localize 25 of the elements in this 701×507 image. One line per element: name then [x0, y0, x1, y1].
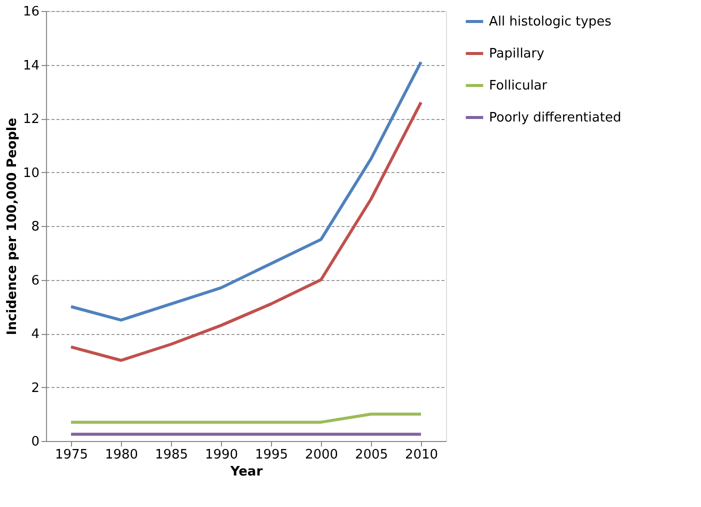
y-tick-label: 8: [31, 220, 40, 234]
x-tick-label: 1985: [154, 448, 188, 462]
legend-label: All histologic types: [489, 14, 612, 30]
x-tick-label: 2010: [404, 448, 438, 462]
y-tick-label: 10: [22, 166, 40, 181]
y-axis-title: Incidence per 100,000 People: [4, 118, 20, 336]
legend-label: Papillary: [489, 46, 545, 62]
x-tick-label: 1980: [104, 448, 138, 462]
x-axis-title: Year: [229, 464, 264, 480]
y-tick-label: 0: [31, 434, 40, 450]
y-tick-label: 16: [22, 4, 40, 20]
y-tick-label: 14: [22, 58, 40, 74]
x-tick-label: 2005: [354, 448, 388, 462]
x-tick-label: 1975: [54, 448, 88, 462]
line-series: [70, 60, 422, 322]
y-tick-label: 12: [22, 112, 40, 127]
line-series: [70, 100, 422, 362]
x-tick-label: 1990: [204, 448, 238, 462]
legend-label: Follicular: [489, 78, 548, 94]
x-tick-label: 2000: [304, 448, 338, 462]
y-tick-label: 2: [31, 380, 40, 396]
legend-label: Poorly differentiated: [489, 110, 622, 126]
y-tick-label: 6: [31, 273, 40, 288]
x-tick-label: 1995: [254, 448, 288, 462]
y-tick-label: 4: [31, 327, 40, 342]
